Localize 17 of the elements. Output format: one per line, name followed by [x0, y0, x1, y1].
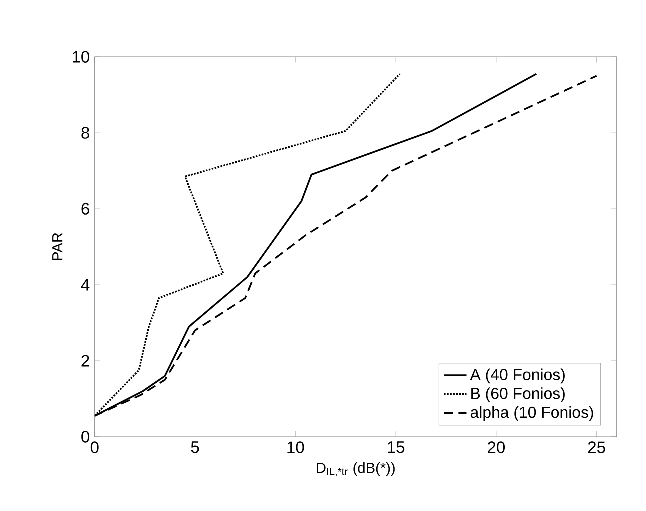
legend-label: alpha (10 Fonios) — [470, 406, 594, 422]
y-tick-label: 0 — [82, 431, 90, 443]
y-tick-label: 6 — [82, 203, 90, 215]
y-axis-title: PAR — [52, 233, 63, 260]
x-tick-label: 15 — [388, 442, 405, 454]
y-tick-label: 10 — [72, 51, 90, 63]
x-axis-title: D$_{IL,*tr}$ (dB(*)) — [317, 462, 395, 477]
y-tick-label: 4 — [81, 279, 90, 291]
x-tick-label: 20 — [488, 442, 506, 454]
x-tick-label: 25 — [588, 442, 606, 454]
x-tick-label: 0 — [90, 442, 99, 454]
x-tick-label: 5 — [191, 442, 200, 454]
legend-label: A (40 Fonios) — [470, 368, 565, 384]
x-tick-label: 10 — [288, 442, 304, 454]
y-tick-label: 8 — [82, 127, 90, 139]
legend-label: B (60 Fonios) — [472, 388, 565, 402]
y-tick-label: 2 — [82, 355, 90, 367]
